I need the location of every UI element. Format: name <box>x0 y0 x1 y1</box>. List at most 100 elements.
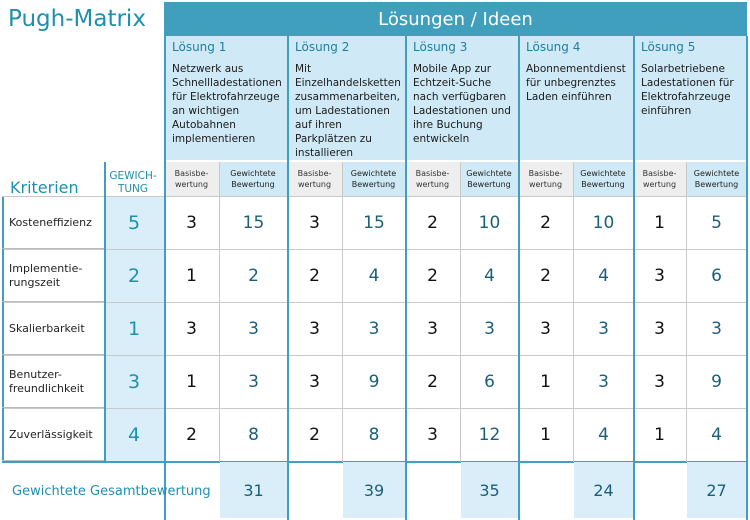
basis-score: 3 <box>540 319 551 339</box>
basis-score: 3 <box>186 319 197 339</box>
solution-5-title: Lösung 5 <box>641 40 696 54</box>
grid-line <box>219 162 220 462</box>
criterion-name: Zuverlässigkeit <box>2 409 104 461</box>
criterion-weight: 3 <box>127 371 141 393</box>
weighted-score: 3 <box>368 319 380 339</box>
sub-header-weighted-2: Gewichtete Bewertung <box>342 162 405 196</box>
weighted-score: 4 <box>711 425 722 445</box>
weighted-score: 4 <box>598 425 609 445</box>
solution-2-description: Mit Einzelhandelsketten zusammenarbeiten… <box>295 63 401 159</box>
weighted-score: 3 <box>711 319 722 339</box>
basis-score: 3 <box>309 319 320 339</box>
weighted-score: 3 <box>484 319 495 339</box>
total-score-2: 39 <box>343 462 405 518</box>
weighted-score: 15 <box>242 213 265 233</box>
solution-5-box: Lösung 5 Solarbetriebene Ladestationen f… <box>633 36 747 160</box>
sub-header-basis-4: Basisbe-wertung <box>518 162 573 196</box>
weighted-score: 3 <box>248 372 259 392</box>
basis-score: 3 <box>654 319 665 339</box>
total-label: Gewichtete Gesamtbewertung <box>12 484 211 499</box>
basis-score: 1 <box>654 213 665 233</box>
grid-line <box>2 408 747 409</box>
sub-header-weighted-5: Gewichtete Bewertung <box>686 162 747 196</box>
total-score-4: 24 <box>574 462 633 518</box>
solutions-header: Lösungen / Ideen <box>164 2 747 36</box>
basis-score: 3 <box>654 372 665 392</box>
weighted-score: 12 <box>478 425 501 445</box>
criterion-weight: 4 <box>127 424 141 446</box>
grid-line <box>460 162 461 462</box>
weighted-score: 9 <box>711 372 722 392</box>
sub-header-basis-3: Basisbe-wertung <box>405 162 460 196</box>
sub-header-basis-2: Basisbe-wertung <box>287 162 342 196</box>
solution-4-title: Lösung 4 <box>526 40 581 54</box>
grid-line <box>164 36 166 520</box>
basis-score: 2 <box>540 266 551 286</box>
weighted-score: 2 <box>248 266 259 286</box>
criteria-heading: Kriterien <box>10 178 79 197</box>
basis-score: 3 <box>654 266 665 286</box>
basis-score: 3 <box>309 372 320 392</box>
solution-3-box: Lösung 3 Mobile App zur Echtzeit-Suche n… <box>405 36 518 160</box>
weighted-score: 6 <box>484 372 495 392</box>
grid-line <box>2 249 747 250</box>
weighted-score: 5 <box>711 213 722 233</box>
grid-line <box>686 162 687 462</box>
basis-score: 2 <box>309 425 320 445</box>
sub-header-weighted-3: Gewichtete Bewertung <box>460 162 518 196</box>
weighted-score: 4 <box>368 266 380 286</box>
basis-score: 2 <box>186 425 197 445</box>
solution-1-title: Lösung 1 <box>172 40 227 54</box>
solution-2-box: Lösung 2 Mit Einzelhandelsketten zusamme… <box>287 36 405 160</box>
sub-header-basis-5: Basisbe-wertung <box>633 162 686 196</box>
total-score-3: 35 <box>461 462 518 518</box>
solution-5-description: Solarbetriebene Ladestationen für Elektr… <box>641 63 734 117</box>
grid-line <box>2 196 747 197</box>
total-score-5: 27 <box>687 462 746 518</box>
criterion-weight: 5 <box>127 212 141 234</box>
solution-4-box: Lösung 4 Abonnementdienst für unbegrenzt… <box>518 36 633 160</box>
weighted-score: 4 <box>598 266 609 286</box>
basis-score: 1 <box>186 266 197 286</box>
weighted-score: 10 <box>592 213 615 233</box>
total-score-1: 31 <box>220 462 287 518</box>
basis-score: 2 <box>427 372 438 392</box>
grid-line <box>342 162 343 462</box>
grid-line <box>2 355 747 356</box>
weight-column <box>104 197 164 461</box>
basis-score: 3 <box>427 425 438 445</box>
basis-score: 3 <box>309 213 320 233</box>
criterion-name: Kosteneffizienz <box>2 197 104 249</box>
sub-header-weighted-1: Gewichtete Bewertung <box>219 162 287 196</box>
grid-line <box>518 36 520 520</box>
sub-header-weighted-4: Gewichtete Bewertung <box>573 162 633 196</box>
page-title: Pugh-Matrix <box>8 6 146 32</box>
criterion-name: Implementie-rungszeit <box>2 250 104 302</box>
solution-3-title: Lösung 3 <box>413 40 468 54</box>
basis-score: 1 <box>186 372 197 392</box>
solution-1-box: Lösung 1 Netzwerk aus Schnellladestation… <box>164 36 287 160</box>
basis-score: 2 <box>309 266 320 286</box>
basis-score: 2 <box>427 266 438 286</box>
basis-score: 1 <box>540 372 551 392</box>
criterion-name: Skalierbarkeit <box>2 303 104 355</box>
weighted-score: 15 <box>363 213 385 233</box>
grid-line <box>633 36 635 520</box>
weighted-score: 3 <box>598 372 609 392</box>
grid-line <box>2 302 747 303</box>
weighted-score: 10 <box>478 213 501 233</box>
basis-score: 1 <box>540 425 551 445</box>
criterion-weight: 1 <box>127 318 141 340</box>
basis-score: 3 <box>186 213 197 233</box>
criterion-weight: 2 <box>127 265 141 287</box>
weight-heading: GEWICH-TUNG <box>109 170 157 195</box>
grid-line <box>746 36 748 520</box>
basis-score: 1 <box>654 425 665 445</box>
grid-line <box>405 36 407 520</box>
weighted-score: 3 <box>248 319 259 339</box>
weighted-score: 3 <box>598 319 609 339</box>
grid-line <box>287 36 289 520</box>
grid-line <box>573 162 574 462</box>
weighted-score: 4 <box>484 266 495 286</box>
weighted-score: 9 <box>368 372 380 392</box>
